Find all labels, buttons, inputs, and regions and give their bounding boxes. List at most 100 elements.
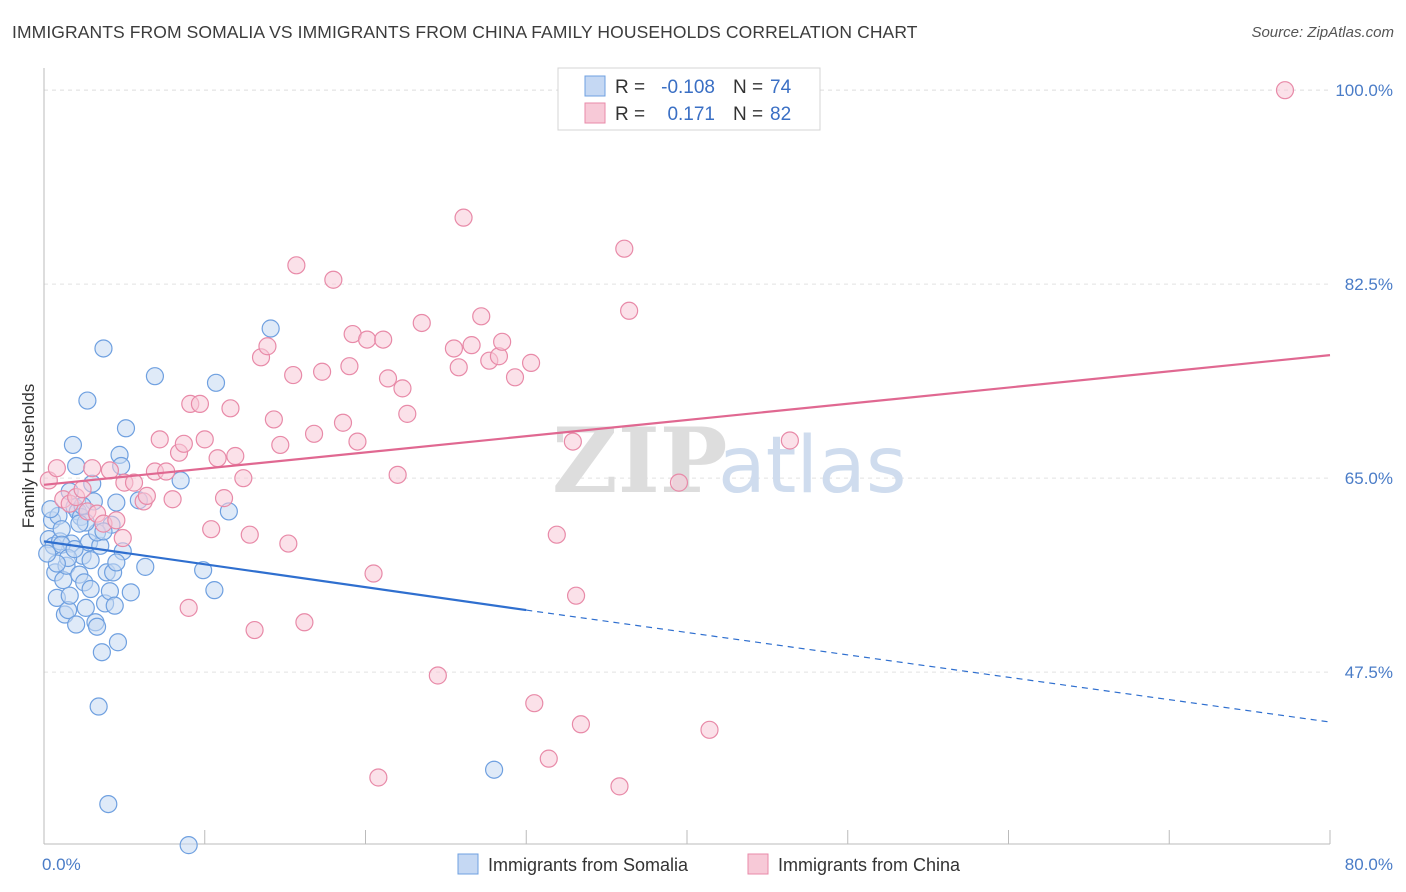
point-china-28 [208,449,227,468]
point-china-70 [539,749,558,768]
point-china-47 [340,357,359,376]
point-somalia-61 [67,615,86,634]
legend-r-value-somalia: -0.108 [661,77,715,98]
point-china-78 [669,473,689,492]
point-china-33 [240,525,259,544]
point-china-54 [388,465,407,484]
bottom-legend: Immigrants from Somalia Immigrants from … [457,853,961,875]
point-somalia-30 [89,697,108,716]
point-somalia-36 [99,794,118,814]
point-somalia-29 [87,617,107,636]
point-somalia-70 [107,553,126,572]
trend-line-china [43,354,1331,486]
point-china-29 [214,489,234,508]
point-china-36 [258,337,277,356]
gridlines [44,89,1330,673]
point-china-57 [412,313,431,333]
legend-n-label-china: N = [733,104,763,125]
point-somalia-40 [105,596,124,615]
point-china-59 [444,339,464,358]
watermark-atlas: atlas [718,421,907,511]
point-somalia-23 [78,391,97,410]
y-tick-labels: 47.5% 65.0% 82.5% 100.0% [1335,81,1393,682]
point-somalia-46 [116,419,136,438]
point-china-76 [615,239,634,258]
point-somalia-25 [81,551,100,570]
point-china-1 [47,459,66,478]
point-somalia-57 [261,319,280,338]
point-somalia-47 [121,583,140,602]
chart-title: IMMIGRANTS FROM SOMALIA VS IMMIGRANTS FR… [12,22,918,42]
point-china-53 [378,369,398,388]
point-china-56 [398,404,417,423]
point-china-23 [179,598,198,617]
trend-line-somalia [43,540,527,612]
point-china-11 [107,511,126,530]
point-china-16 [137,486,156,506]
point-china-40 [284,365,303,385]
point-china-73 [566,586,586,605]
point-china-41 [287,256,306,275]
point-china-5 [73,480,92,499]
point-china-39 [279,534,298,553]
point-china-46 [333,413,353,432]
y-tick-label-0: 47.5% [1345,663,1393,682]
point-somalia-42 [108,633,128,652]
point-china-71 [547,525,566,544]
point-china-62 [462,336,481,355]
bottom-legend-label-china: Immigrants from China [778,855,961,875]
point-somalia-49 [136,557,155,576]
point-china-44 [312,362,332,381]
point-china-75 [610,777,629,796]
point-china-67 [505,368,525,387]
legend-swatch-somalia [584,75,606,97]
legend-n-value-somalia: 74 [770,77,792,98]
point-somalia-71 [38,544,57,563]
point-china-51 [364,564,383,583]
point-somalia-12 [60,586,79,605]
series-somalia-points [38,319,504,855]
x-axis-ticks [204,830,1331,844]
legend-n-value-china: 82 [770,104,791,125]
point-china-61 [454,208,473,227]
point-somalia-52 [179,836,198,855]
point-china-69 [525,694,544,713]
point-somalia-14 [63,435,83,455]
point-china-32 [234,469,253,488]
point-somalia-55 [206,373,226,392]
point-somalia-54 [205,581,224,600]
legend-box: R = -0.108 N = 74 R = 0.171 N = 82 [557,67,821,131]
point-somalia-32 [92,643,111,662]
point-somalia-41 [107,493,126,512]
bottom-legend-swatch-somalia [457,853,479,875]
point-china-52 [374,330,393,349]
point-china-34 [245,620,264,640]
point-china-66 [493,332,512,351]
point-somalia-63 [81,579,100,599]
trend-line-somalia-extension [526,609,1331,723]
y-axis-label: Family Households [19,384,38,529]
legend-swatch-china [584,102,606,124]
point-china-45 [324,270,343,289]
point-china-30 [221,399,240,418]
x-tick-label-min: 0.0% [42,855,81,874]
series-china-points [39,81,1295,796]
y-tick-label-1: 65.0% [1345,469,1393,488]
point-china-82 [369,768,388,787]
point-china-55 [393,379,412,398]
point-china-7 [83,459,102,478]
point-china-77 [620,301,639,320]
y-tick-label-2: 82.5% [1345,275,1393,294]
y-tick-label-3: 100.0% [1335,81,1393,100]
point-china-22 [174,434,193,453]
point-china-12 [113,528,132,548]
point-china-79 [700,720,719,739]
trend-lines [43,354,1331,723]
bottom-legend-swatch-china [747,853,769,875]
legend-n-label-somalia: N = [733,77,763,98]
point-china-42 [295,613,314,632]
point-somalia-58 [485,760,504,779]
point-china-43 [304,424,324,443]
point-somalia-50 [145,367,165,386]
